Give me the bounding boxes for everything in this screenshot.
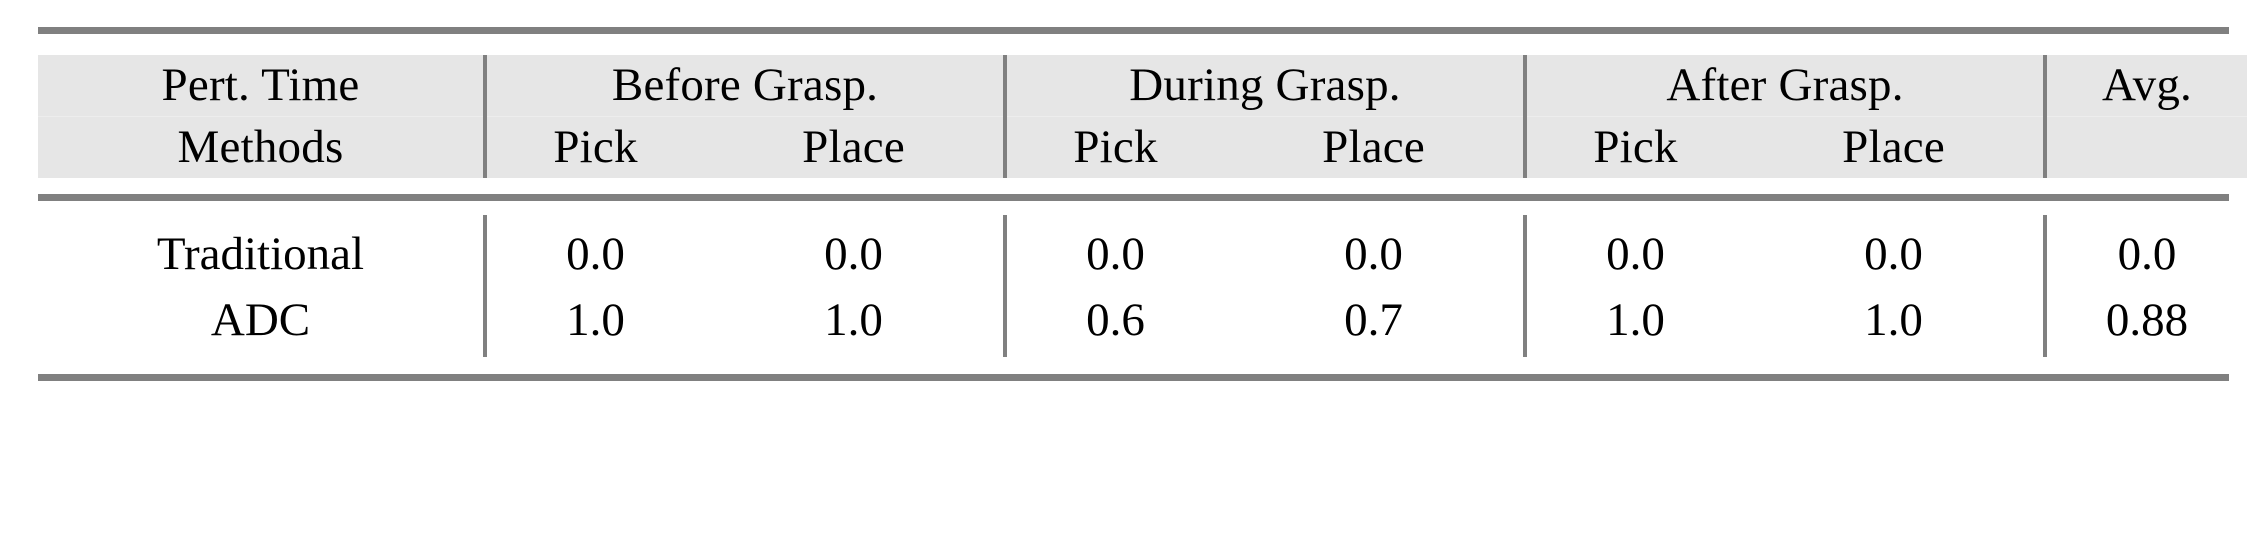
cell-adc-during-place: 0.7 (1344, 293, 1403, 346)
results-table-container: Pert. Time Before Grasp. During Grasp. A… (38, 27, 2247, 381)
cell-adc-avg: 0.88 (2043, 287, 2247, 357)
cell-adc-after-place: 1.0 (1864, 293, 1923, 346)
table-mid-rule (38, 194, 2229, 201)
header-after-place: Place (1744, 116, 2045, 178)
table-bottom-rule (38, 374, 2229, 381)
header-methods: Methods (38, 116, 485, 178)
cell-adc-during-pick: 0.6 (1003, 287, 1224, 357)
cell-adc-before-place: 1.0 (824, 293, 883, 346)
table-top-rule (38, 27, 2229, 34)
header-after-pick: Pick (1523, 116, 1744, 178)
cell-traditional-after-pick: 0.0 (1523, 215, 1744, 287)
cell-traditional-after-place: 0.0 (1864, 227, 1923, 280)
table-row: Traditional 0.0 0.0 0.0 0.0 0.0 0.0 0.0 (38, 215, 2247, 287)
header-subrow: Methods Pick Place Pick Place Pick Place (38, 116, 2247, 178)
header-group-during-grasp: During Grasp. (1003, 55, 1525, 116)
header-group-row: Pert. Time Before Grasp. During Grasp. A… (38, 55, 2247, 116)
cell-traditional-before-place: 0.0 (824, 227, 883, 280)
header-before-place: Place (704, 116, 1005, 178)
row-label-adc: ADC (210, 293, 311, 346)
header-group-avg: Avg. (2043, 55, 2247, 116)
row-label-traditional: Traditional (156, 227, 365, 280)
cell-traditional-during-place: 0.0 (1344, 227, 1403, 280)
header-group-after-grasp: After Grasp. (1523, 55, 2045, 116)
table-row: ADC 1.0 1.0 0.6 0.7 1.0 1.0 0.88 (38, 287, 2247, 357)
spacer-above-mid-rule (38, 178, 2229, 194)
header-avg-blank (2043, 116, 2247, 178)
header-during-place: Place (1224, 116, 1525, 178)
spacer-below-mid-rule (38, 201, 2229, 215)
results-table: Pert. Time Before Grasp. During Grasp. A… (38, 55, 2247, 178)
spacer-below-top-rule (38, 34, 2229, 55)
header-pert-time: Pert. Time (38, 55, 485, 116)
cell-adc-before-pick: 1.0 (483, 287, 704, 357)
spacer-above-bottom-rule (38, 357, 2229, 374)
cell-adc-after-pick: 1.0 (1523, 287, 1744, 357)
header-before-pick: Pick (483, 116, 704, 178)
header-during-pick: Pick (1003, 116, 1224, 178)
table-header: Pert. Time Before Grasp. During Grasp. A… (38, 55, 2247, 178)
cell-traditional-before-pick: 0.0 (483, 215, 704, 287)
results-table-body: Traditional 0.0 0.0 0.0 0.0 0.0 0.0 0.0 … (38, 215, 2247, 357)
cell-traditional-avg: 0.0 (2043, 215, 2247, 287)
cell-traditional-during-pick: 0.0 (1003, 215, 1224, 287)
header-group-before-grasp: Before Grasp. (483, 55, 1005, 116)
